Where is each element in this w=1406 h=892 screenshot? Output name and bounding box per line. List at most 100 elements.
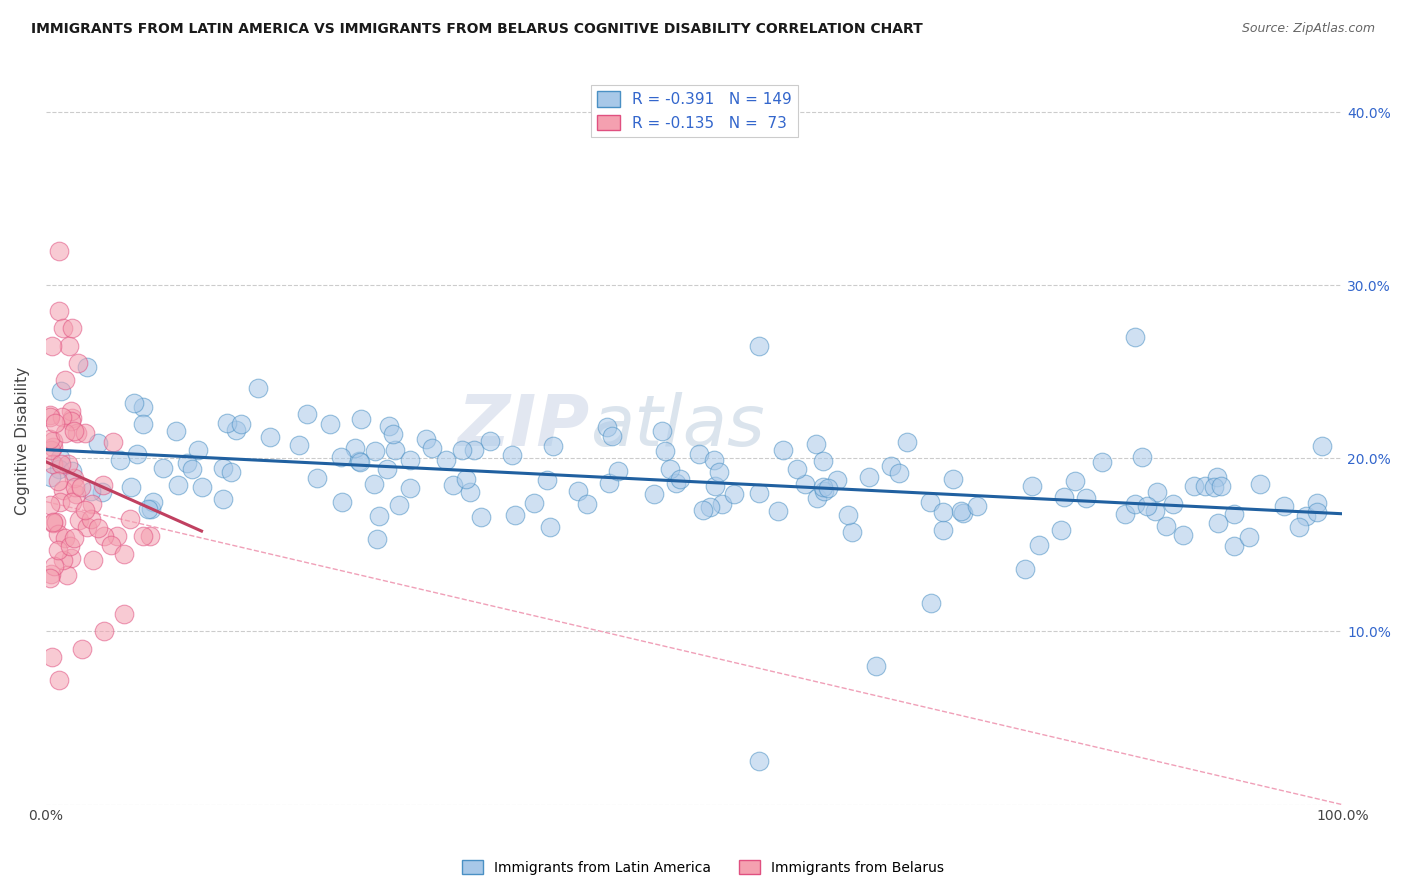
Point (46, 527, 69, 541)
Point (330, 495, 353, 509)
Point (65, 486, 87, 500)
Point (567, 484, 589, 499)
Point (122, 396, 145, 410)
Point (349, 455, 371, 469)
Point (658, 461, 681, 475)
Point (48, 304, 70, 318)
Point (62, 470, 84, 484)
Point (39, 442, 62, 457)
Point (82, 497, 104, 511)
Point (1295, 509, 1317, 524)
Point (49, 458, 72, 472)
Point (46, 543, 69, 558)
Point (120, 512, 142, 526)
Point (654, 443, 676, 458)
Point (343, 441, 366, 455)
Point (76, 520, 98, 534)
Point (837, 508, 859, 523)
Point (52, 553, 75, 567)
Text: ZIP: ZIP (458, 392, 591, 461)
Point (48, 673, 70, 687)
Point (48, 244, 70, 258)
Point (142, 495, 165, 509)
Point (93, 477, 115, 491)
Point (219, 466, 242, 480)
Point (366, 532, 388, 546)
Point (58, 339, 80, 353)
Point (786, 462, 808, 476)
Point (73, 503, 96, 517)
Point (59, 403, 82, 417)
Point (66, 425, 89, 440)
Point (46, 475, 69, 489)
Point (1136, 499, 1159, 513)
Point (136, 501, 159, 516)
Point (748, 339, 770, 353)
Point (100, 538, 122, 552)
Point (87, 520, 110, 534)
Point (42, 515, 65, 529)
Point (1223, 508, 1246, 522)
Point (1074, 491, 1097, 506)
Point (52, 321, 75, 335)
Point (920, 495, 942, 509)
Point (120, 480, 142, 494)
Point (950, 503, 973, 517)
Point (1123, 330, 1146, 344)
Point (215, 417, 238, 431)
Point (191, 480, 214, 494)
Point (1202, 479, 1225, 493)
Point (817, 481, 839, 495)
Point (1306, 505, 1329, 519)
Point (139, 501, 162, 516)
Point (211, 491, 233, 506)
Point (167, 478, 190, 492)
Point (350, 412, 373, 426)
Point (59, 414, 82, 428)
Point (49, 450, 72, 465)
Point (42, 516, 65, 530)
Point (541, 439, 564, 453)
Point (259, 430, 281, 444)
Point (39, 566, 62, 581)
Point (105, 529, 128, 543)
Point (804, 437, 827, 451)
Point (825, 474, 848, 488)
Point (49, 384, 72, 398)
Point (112, 607, 135, 622)
Point (56, 568, 79, 582)
Point (699, 500, 721, 514)
Point (813, 483, 835, 498)
Point (1146, 485, 1168, 500)
Text: atlas: atlas (591, 392, 765, 461)
Point (80, 512, 103, 526)
Point (501, 448, 523, 462)
Point (41, 339, 63, 353)
Point (180, 461, 202, 475)
Point (575, 498, 598, 512)
Point (91, 484, 114, 499)
Point (596, 420, 619, 434)
Point (460, 485, 482, 500)
Point (399, 482, 422, 496)
Point (942, 472, 965, 486)
Point (69, 513, 91, 527)
Point (1130, 450, 1153, 465)
Point (422, 441, 444, 455)
Point (793, 477, 815, 491)
Point (932, 523, 955, 537)
Point (538, 519, 561, 533)
Point (1021, 479, 1043, 493)
Point (38, 408, 60, 422)
Point (772, 443, 794, 458)
Point (41, 650, 63, 665)
Point (600, 429, 623, 443)
Point (364, 444, 387, 458)
Point (132, 400, 155, 414)
Point (187, 442, 209, 457)
Point (1050, 523, 1073, 537)
Y-axis label: Cognitive Disability: Cognitive Disability (15, 367, 30, 515)
Point (1143, 503, 1166, 517)
Point (38, 498, 60, 512)
Text: IMMIGRANTS FROM LATIN AMERICA VS IMMIGRANTS FROM BELARUS COGNITIVE DISABILITY CO: IMMIGRANTS FROM LATIN AMERICA VS IMMIGRA… (31, 22, 922, 37)
